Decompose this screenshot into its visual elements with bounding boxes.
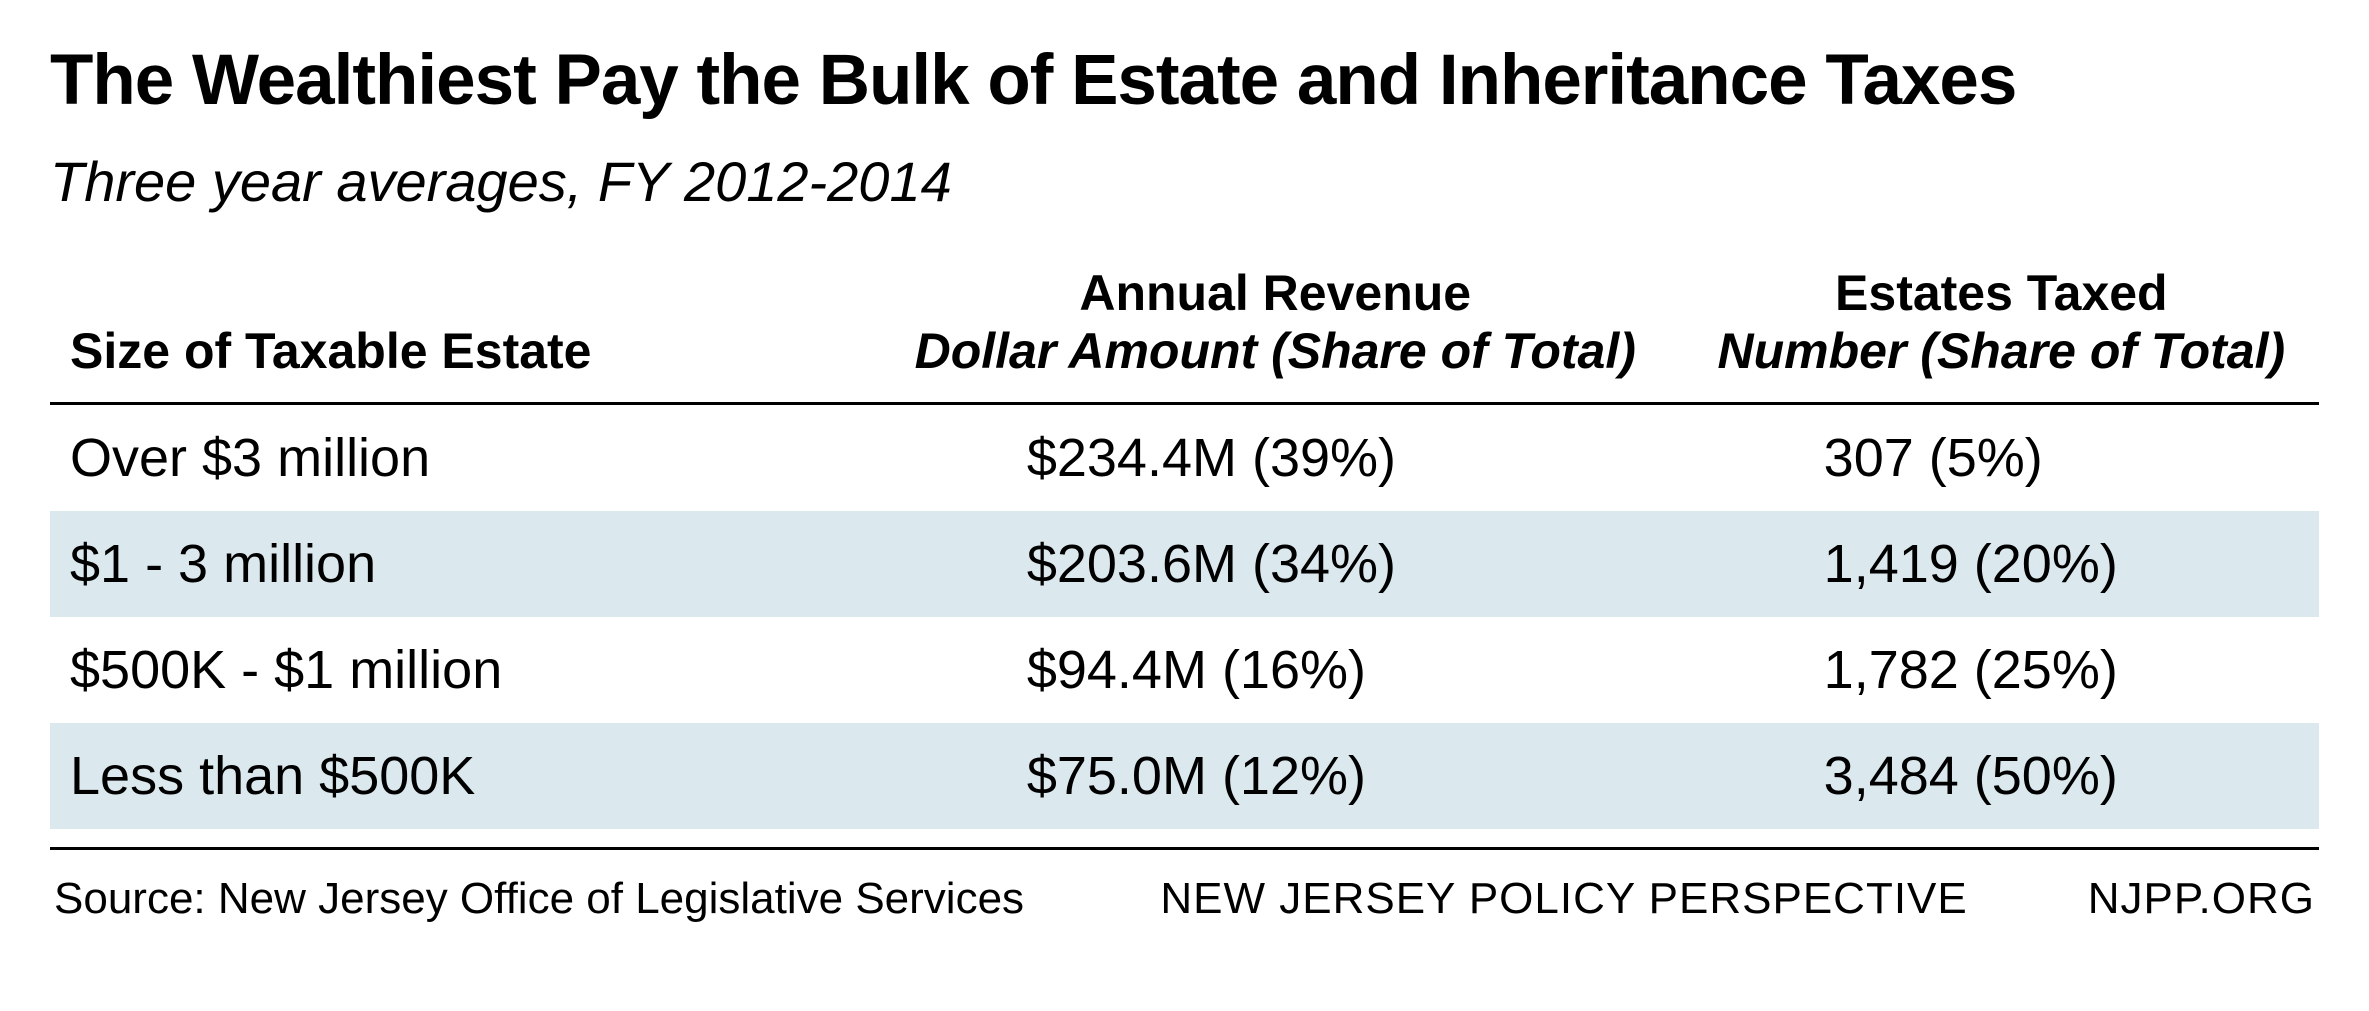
cell-revenue: $203.6M (34%) [867,511,1684,617]
cell-estates: 1,782 (25%) [1684,617,2319,723]
col-header-size-line2: Size of Taxable Estate [70,323,591,379]
table-body: Over $3 million $234.4M (39%) 307 (5%) $… [50,404,2319,830]
figure-title: The Wealthiest Pay the Bulk of Estate an… [50,40,2319,121]
col-header-revenue-line2: Dollar Amount (Share of Total) [915,323,1636,379]
bottom-rule [50,847,2319,850]
estate-tax-table: Size of Taxable Estate Annual Revenue Do… [50,254,2319,829]
site-url: NJPP.ORG [2088,874,2315,924]
cell-size: Over $3 million [50,404,867,512]
col-header-estates-line1: Estates Taxed [1835,265,2168,321]
cell-size: $1 - 3 million [50,511,867,617]
source-text: Source: New Jersey Office of Legislative… [54,874,1024,924]
table-row: Less than $500K $75.0M (12%) 3,484 (50%) [50,723,2319,829]
col-header-estates-line2: Number (Share of Total) [1718,323,2286,379]
cell-estates: 3,484 (50%) [1684,723,2319,829]
col-header-size: Size of Taxable Estate [50,254,867,404]
cell-estates: 307 (5%) [1684,404,2319,512]
cell-estates: 1,419 (20%) [1684,511,2319,617]
table-row: $500K - $1 million $94.4M (16%) 1,782 (2… [50,617,2319,723]
cell-size: $500K - $1 million [50,617,867,723]
cell-revenue: $75.0M (12%) [867,723,1684,829]
table-row: $1 - 3 million $203.6M (34%) 1,419 (20%) [50,511,2319,617]
cell-size: Less than $500K [50,723,867,829]
figure-footer: Source: New Jersey Office of Legislative… [50,874,2319,924]
figure-container: The Wealthiest Pay the Bulk of Estate an… [0,0,2369,1011]
table-row: Over $3 million $234.4M (39%) 307 (5%) [50,404,2319,512]
figure-subtitle: Three year averages, FY 2012-2014 [50,149,2319,214]
col-header-revenue: Annual Revenue Dollar Amount (Share of T… [867,254,1684,404]
org-name: NEW JERSEY POLICY PERSPECTIVE [1160,874,1967,924]
footer-right: NEW JERSEY POLICY PERSPECTIVE NJPP.ORG [1160,874,2315,924]
cell-revenue: $94.4M (16%) [867,617,1684,723]
col-header-revenue-line1: Annual Revenue [1079,265,1471,321]
col-header-estates: Estates Taxed Number (Share of Total) [1684,254,2319,404]
cell-revenue: $234.4M (39%) [867,404,1684,512]
table-header-row: Size of Taxable Estate Annual Revenue Do… [50,254,2319,404]
